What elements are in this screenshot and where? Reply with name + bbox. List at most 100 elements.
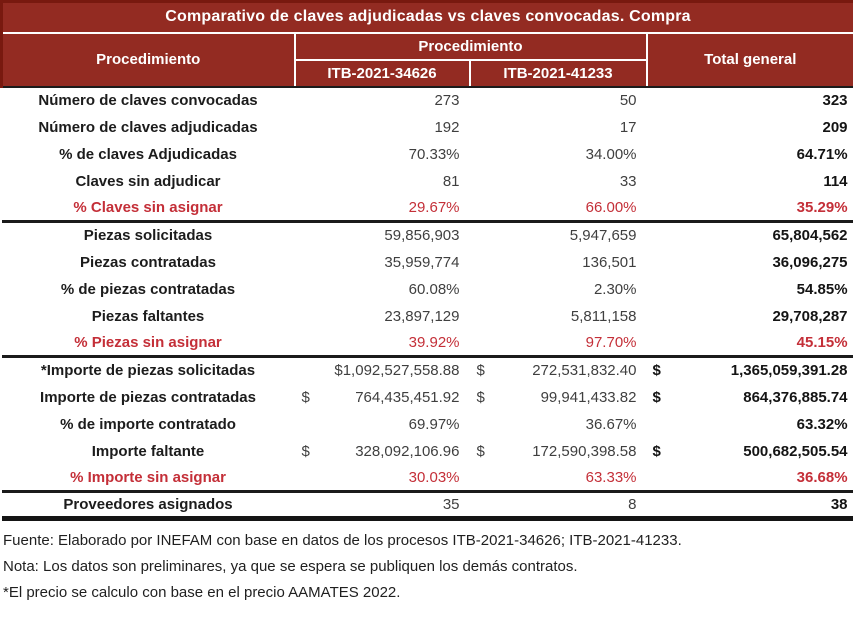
cell-value: 38 (830, 496, 848, 513)
comparison-table: Comparativo de claves adjudicadas vs cla… (0, 0, 853, 521)
row-label: Claves sin adjudicar (75, 172, 221, 190)
cell-value: $1,092,527,558.88 (334, 362, 460, 380)
table-row: % Claves sin asignar 29.67% 66.00% 35.29% (1, 194, 853, 223)
cell-itb-34626: 59,856,903 (295, 222, 470, 249)
cell-itb-34626: 30.03% (294, 464, 470, 493)
header-row-group: Procedimiento Procedimiento Total genera… (0, 32, 853, 88)
column-header-procedimiento: Procedimiento (0, 32, 296, 88)
cell-itb-41233: 97.70% (469, 329, 647, 358)
currency-symbol: $ (652, 442, 661, 460)
cell-value: 323 (822, 92, 848, 109)
cell-itb-34626: 69.97% (295, 411, 470, 438)
table-header: Comparativo de claves adjudicadas vs cla… (0, 0, 853, 88)
cell-itb-41233: 36.67% (470, 411, 647, 438)
cell-itb-34626: 39.92% (294, 329, 470, 358)
cell-itb-34626: 273 (295, 87, 470, 114)
cell-itb-41233: 2.30% (470, 276, 647, 303)
table-row: Número de claves convocadas 273 50 323 (2, 87, 853, 114)
column-header-itb-2021-41233: ITB-2021-41233 (469, 59, 647, 88)
cell-total-general: 209 (647, 114, 853, 141)
column-header-itb-2021-34626: ITB-2021-34626 (294, 59, 471, 88)
cell-value: 59,856,903 (384, 227, 460, 245)
cell-value: 273 (434, 92, 460, 109)
cell-value: 66.00% (585, 198, 637, 216)
cell-itb-41233: $272,531,832.40 (470, 357, 647, 384)
cell-itb-34626: $764,435,451.92 (295, 384, 470, 411)
cell-total-general: 36,096,275 (647, 249, 853, 276)
footnote-precio: *El precio se calculo con base en el pre… (3, 584, 401, 601)
cell-value: 5,947,659 (569, 227, 637, 245)
cell-value: 97.70% (585, 333, 637, 351)
cell-value: 1,365,059,391.28 (730, 362, 848, 380)
cell-total-general: 64.71% (647, 141, 853, 168)
cell-itb-34626: 35,959,774 (295, 249, 470, 276)
cell-itb-41233: 5,947,659 (470, 222, 647, 249)
currency-symbol: $ (476, 362, 485, 380)
row-label: % Importe sin asignar (1, 464, 295, 493)
cell-total-general: 65,804,562 (647, 222, 853, 249)
cell-value: 35.29% (796, 198, 848, 216)
cell-itb-34626: 192 (295, 114, 470, 141)
cell-itb-41233: 136,501 (470, 249, 647, 276)
cell-itb-34626: 70.33% (295, 141, 470, 168)
row-label: Piezas contratadas (80, 253, 216, 271)
cell-value: 30.03% (408, 468, 460, 486)
cell-value: 50 (619, 92, 637, 109)
cell-value: 34.00% (585, 145, 637, 163)
table-body: Número de claves convocadas 273 50 323 Númer… (1, 87, 853, 521)
cell-value: 99,941,433.82 (540, 388, 637, 406)
cell-itb-34626: 29.67% (294, 194, 470, 223)
column-header-total-general: Total general (645, 32, 853, 88)
cell-itb-41233: 66.00% (469, 194, 647, 223)
table-row: % de piezas contratadas 60.08% 2.30% 54.85% (2, 276, 853, 303)
table-row: Piezas solicitadas 59,856,903 5,947,659 65,… (2, 222, 853, 249)
table-row: % Piezas sin asignar 39.92% 97.70% 45.15% (1, 329, 853, 358)
cell-value: 17 (619, 118, 637, 136)
cell-value: 63.32% (796, 415, 848, 433)
cell-value: 64.71% (796, 145, 848, 163)
cell-value: 136,501 (582, 253, 637, 271)
cell-itb-41233: $99,941,433.82 (470, 384, 647, 411)
table-row: % de importe contratado 69.97% 36.67% 63.32… (2, 411, 853, 438)
cell-value: 63.33% (585, 468, 637, 486)
table-row: Piezas contratadas 35,959,774 136,501 36,09… (2, 249, 853, 276)
cell-total-general: $1,365,059,391.28 (647, 357, 853, 384)
cell-itb-34626: 23,897,129 (295, 303, 470, 330)
cell-itb-34626: 60.08% (295, 276, 470, 303)
cell-value: 500,682,505.54 (743, 442, 848, 460)
cell-itb-41233: $172,590,398.58 (470, 438, 647, 465)
cell-itb-34626: $328,092,106.96 (295, 438, 470, 465)
cell-value: 328,092,106.96 (355, 442, 460, 460)
row-label: Proveedores asignados (1, 491, 295, 521)
cell-value: 8 (628, 496, 637, 513)
cell-itb-41233: 5,811,158 (470, 303, 647, 330)
footnote-fuente: Fuente: Elaborado por INEFAM con base en… (3, 532, 682, 549)
row-label: Número de claves convocadas (38, 92, 258, 109)
cell-value: 764,435,451.92 (355, 388, 460, 406)
footnotes: Fuente: Elaborado por INEFAM con base en… (0, 521, 853, 606)
table-row: Importe faltante $328,092,106.96 $172,590,… (2, 438, 853, 465)
cell-itb-34626: 81 (295, 168, 470, 195)
cell-value: 114 (823, 172, 848, 190)
cell-itb-41233: 50 (470, 87, 647, 114)
cell-value: 35,959,774 (384, 253, 460, 271)
row-label: % de claves Adjudicadas (59, 145, 237, 163)
table-title: Comparativo de claves adjudicadas vs cla… (0, 0, 853, 34)
cell-itb-41233: 8 (469, 491, 647, 521)
cell-value: 70.33% (408, 145, 460, 163)
row-label: *Importe de piezas solicitadas (40, 362, 256, 380)
cell-value: 23,897,129 (384, 307, 460, 325)
table-row: Claves sin adjudicar 81 33 114 (2, 168, 853, 195)
cell-itb-41233: 63.33% (469, 464, 647, 493)
cell-value: 60.08% (408, 280, 460, 298)
currency-symbol: $ (476, 388, 485, 406)
column-group-procedimiento: Procedimiento (294, 32, 647, 61)
row-label: Importe faltante (91, 442, 205, 460)
cell-value: 35 (442, 496, 460, 513)
cell-value: 209 (822, 118, 848, 136)
cell-total-general: 63.32% (647, 411, 853, 438)
table-row: Piezas faltantes 23,897,129 5,811,158 29,70… (2, 303, 853, 330)
cell-itb-34626: 35 (294, 491, 470, 521)
row-label: Piezas solicitadas (83, 227, 213, 245)
cell-value: 5,811,158 (570, 307, 637, 325)
